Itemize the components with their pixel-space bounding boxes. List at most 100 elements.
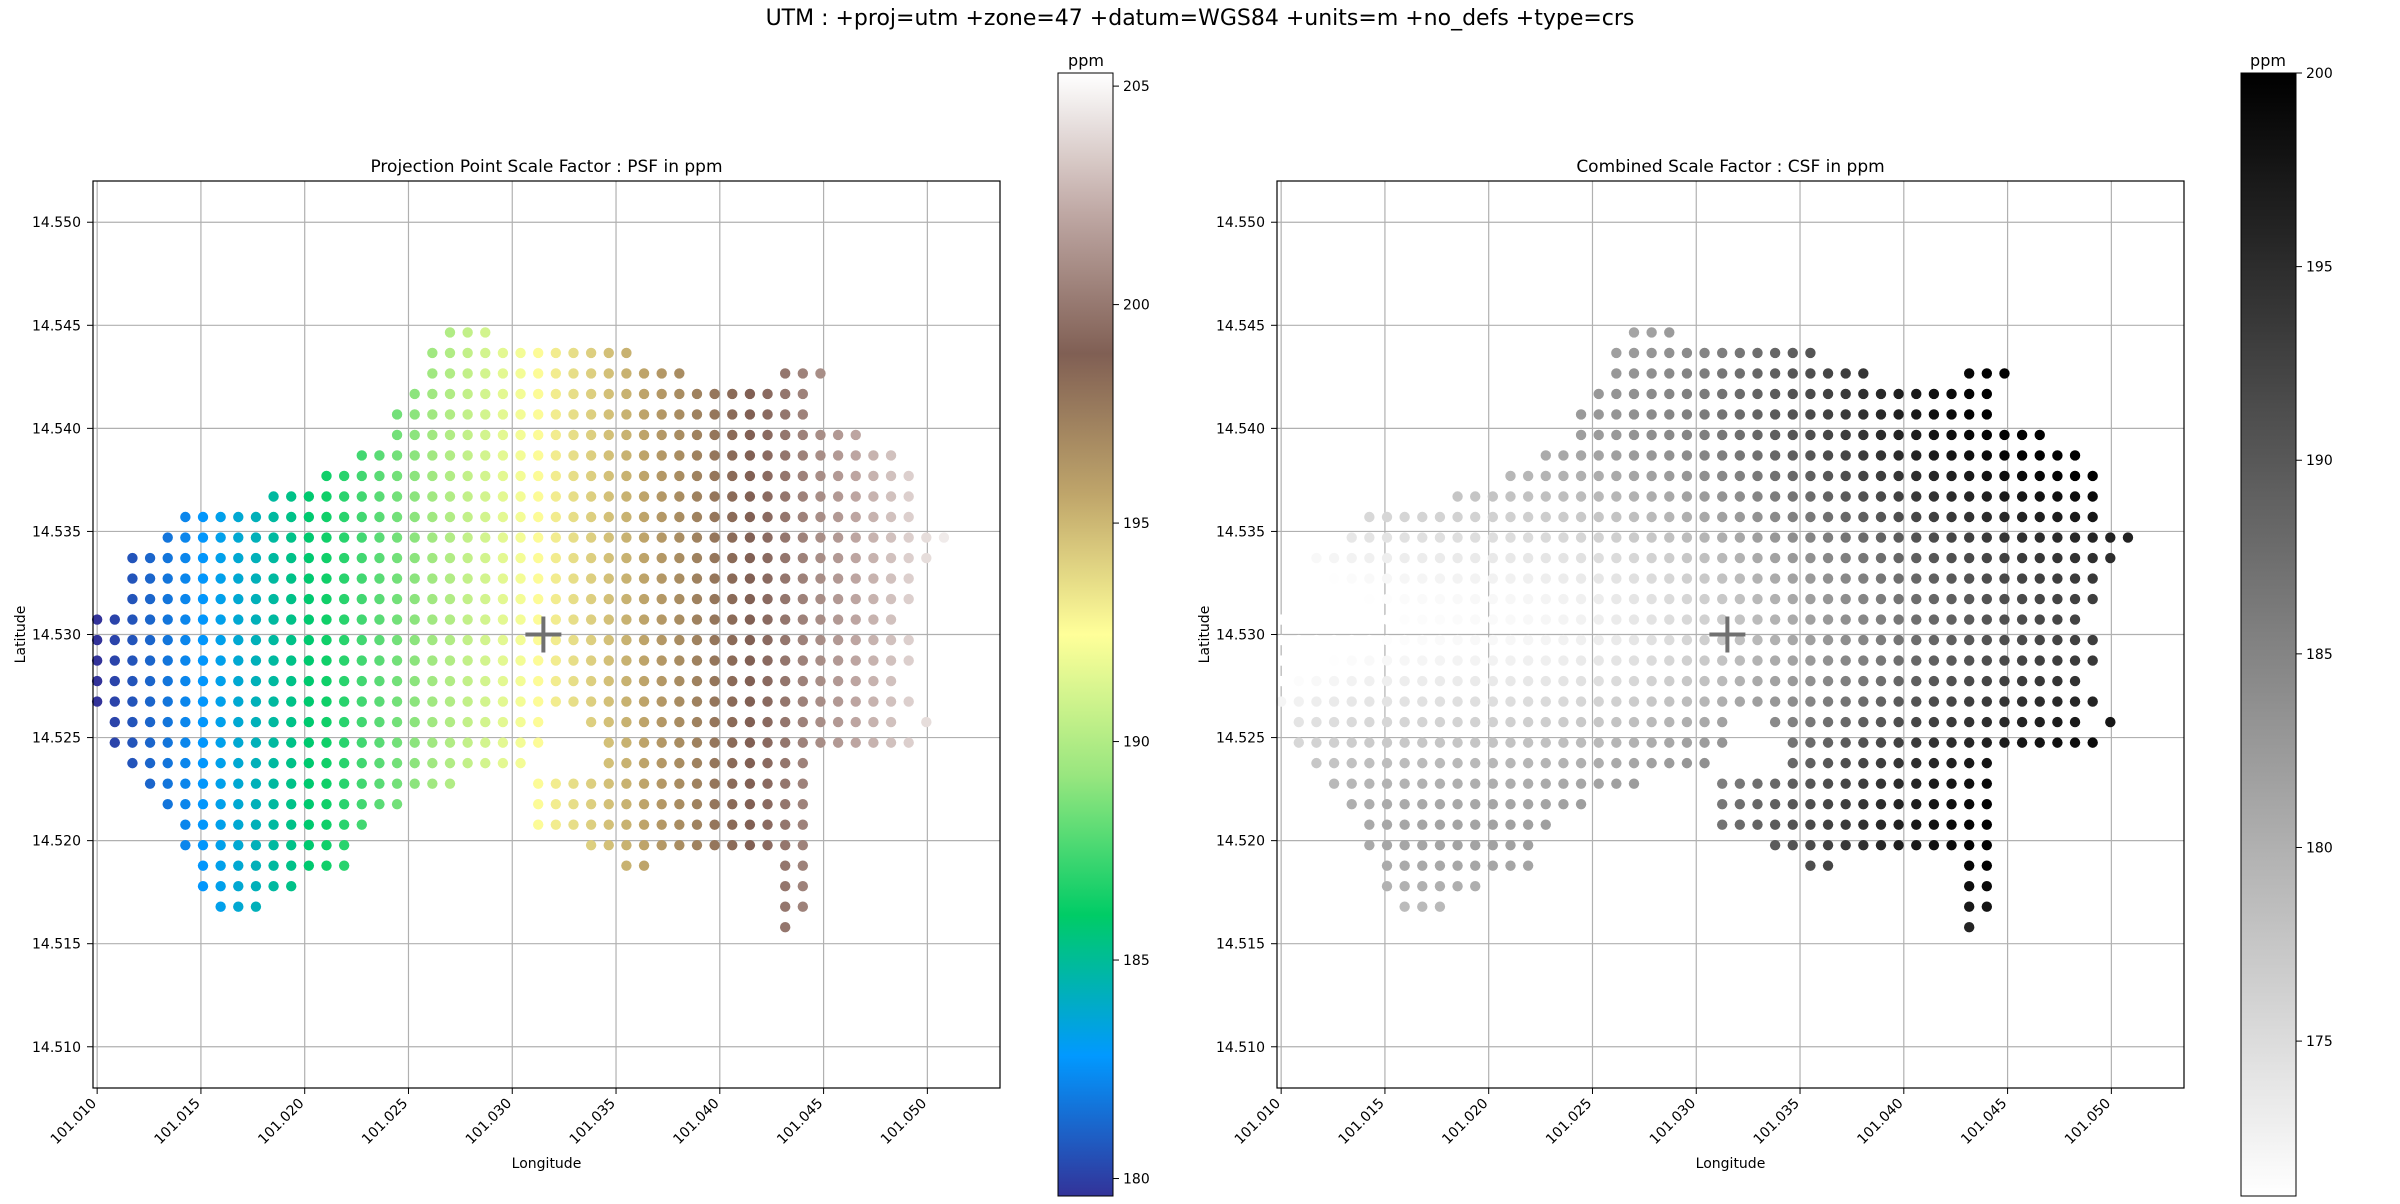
data-point [374, 757, 385, 769]
data-point [1840, 819, 1851, 830]
data-point [621, 388, 632, 400]
data-point [1399, 634, 1410, 646]
data-point [2034, 429, 2045, 441]
data-point [1875, 593, 1887, 605]
data-point [779, 388, 791, 400]
data-point [356, 450, 367, 461]
data-point [1963, 757, 1975, 769]
data-point [656, 593, 667, 605]
y-tick-label: 14.545 [32, 318, 81, 334]
data-point [1558, 757, 1569, 769]
data-point [1805, 470, 1816, 482]
data-point [1981, 901, 1993, 912]
data-point [1646, 634, 1657, 646]
data-point [480, 757, 491, 769]
data-point [1769, 450, 1781, 461]
data-point [109, 675, 120, 687]
data-point [1734, 470, 1746, 482]
data-point [1999, 675, 2010, 687]
data-point [1963, 737, 1975, 748]
data-point [409, 409, 420, 420]
data-point [1611, 737, 1622, 748]
data-point [1981, 614, 1993, 625]
data-point [1328, 573, 1340, 584]
data-point [1752, 511, 1763, 523]
data-point [850, 429, 861, 441]
data-point [568, 450, 579, 461]
data-point [1787, 573, 1798, 584]
data-point [744, 450, 756, 461]
data-point [691, 696, 703, 707]
data-point [1734, 511, 1746, 523]
data-point [532, 655, 544, 666]
data-point [268, 573, 279, 584]
x-tick-label: 101.040 [1854, 1096, 1906, 1148]
data-point [885, 450, 897, 461]
data-point [1805, 778, 1816, 789]
data-point [691, 409, 703, 420]
data-point [321, 757, 332, 769]
data-point [1628, 655, 1640, 666]
data-point [1611, 696, 1622, 707]
data-point [1999, 429, 2010, 441]
data-point [709, 614, 720, 625]
data-point [1946, 696, 1957, 707]
data-point [1311, 552, 1322, 564]
data-point [691, 511, 703, 523]
data-point [215, 655, 226, 666]
data-point [1328, 757, 1340, 769]
data-point [885, 470, 897, 482]
data-point [144, 552, 156, 564]
data-point [1593, 491, 1604, 502]
data-point [1999, 716, 2010, 728]
data-point [1628, 778, 1640, 789]
data-point [1911, 388, 1922, 400]
data-point [815, 470, 826, 482]
data-point [180, 593, 191, 605]
data-point [1858, 675, 1869, 687]
data-point [1540, 593, 1551, 605]
data-point [585, 429, 597, 441]
data-point [585, 470, 597, 482]
data-point [868, 532, 879, 543]
data-point [779, 819, 791, 830]
data-point [621, 860, 632, 871]
data-point [638, 675, 650, 687]
data-point [480, 614, 491, 625]
data-point [1522, 593, 1534, 605]
data-point [1787, 347, 1798, 359]
data-point [1946, 491, 1957, 502]
data-point [391, 491, 403, 502]
data-point [1699, 470, 1710, 482]
x-tick-label: 101.025 [1543, 1096, 1595, 1148]
data-point [550, 655, 562, 666]
data-point [162, 655, 173, 666]
data-point [1558, 737, 1569, 748]
data-point [1558, 675, 1569, 687]
data-point [1928, 839, 1940, 851]
data-point [180, 532, 191, 543]
data-point [797, 491, 809, 502]
data-point [162, 634, 173, 646]
data-point [797, 429, 809, 441]
data-point [691, 614, 703, 625]
data-point [762, 655, 773, 666]
data-point [1470, 798, 1481, 810]
data-point [1893, 450, 1904, 461]
data-point [1928, 778, 1940, 789]
data-point [1699, 675, 1710, 687]
data-point [338, 470, 350, 482]
data-point [480, 573, 491, 584]
data-point [532, 573, 544, 584]
data-point [497, 593, 509, 605]
data-point [427, 388, 438, 400]
data-point [250, 716, 262, 728]
data-point [1716, 429, 1728, 441]
data-point [1611, 593, 1622, 605]
data-point [462, 450, 473, 461]
data-point [1787, 491, 1798, 502]
data-point [1681, 347, 1693, 359]
data-point [1699, 655, 1710, 666]
data-point [727, 429, 738, 441]
data-point [1716, 573, 1728, 584]
